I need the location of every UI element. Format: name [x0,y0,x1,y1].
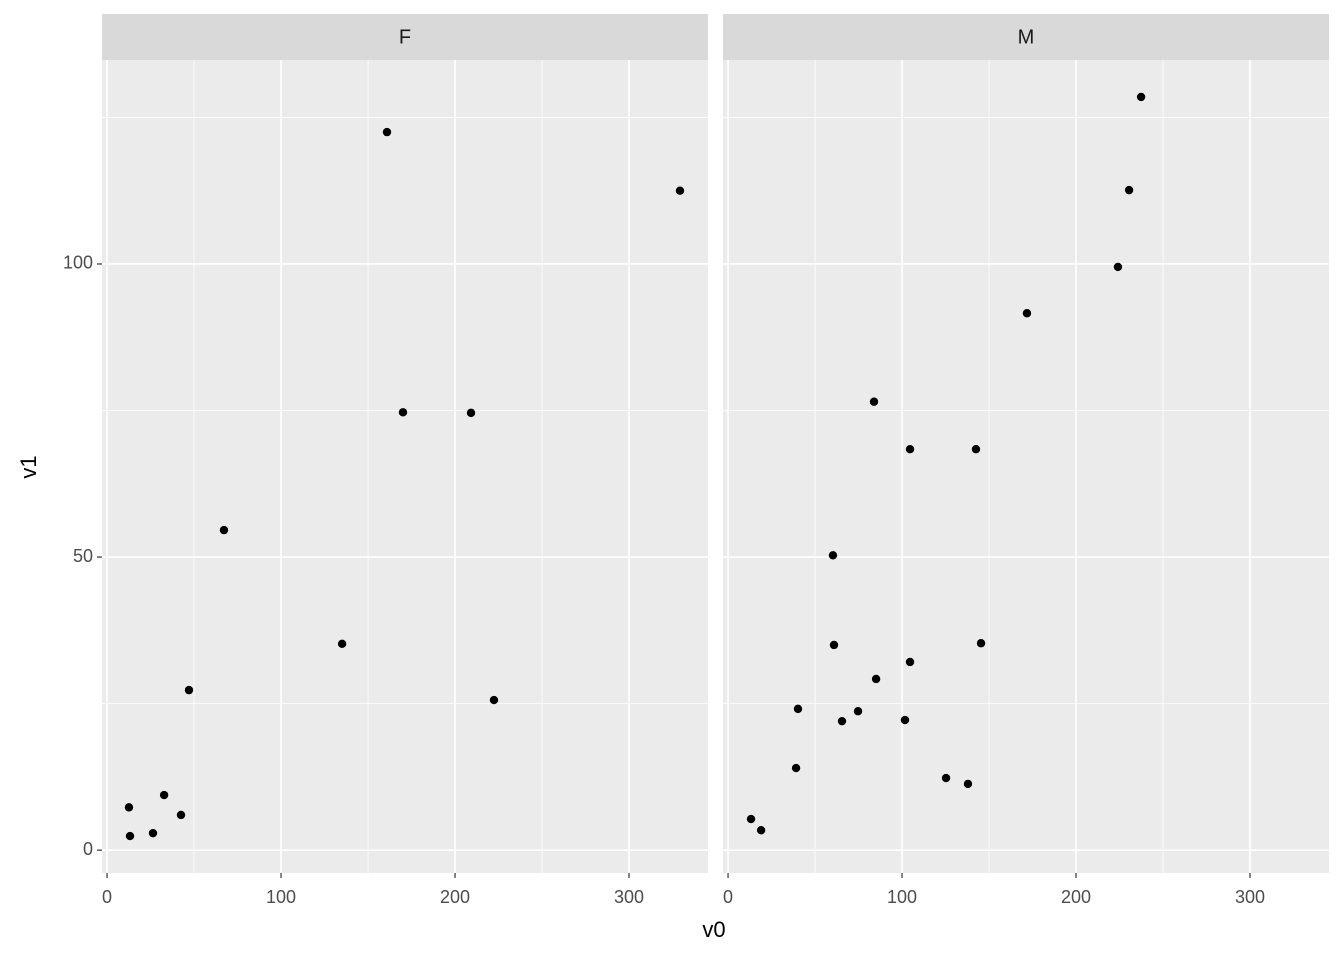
y-tick-label: 50 [73,546,93,566]
strip [723,14,1329,60]
point [829,640,839,650]
point [489,695,499,705]
point [963,779,973,789]
y-axis-title: v1 [16,455,41,478]
point [941,773,951,783]
point [871,674,881,684]
x-tick-label: 0 [102,887,112,907]
point [853,707,863,716]
strip [102,14,708,60]
point [148,828,158,838]
point [905,445,915,454]
point [382,127,392,137]
point [466,408,476,418]
x-tick-label: 100 [266,887,296,907]
x-tick-label: 0 [723,887,733,907]
x-tick-label: 100 [887,887,917,907]
x-tick-label: 300 [1235,887,1265,907]
point [1136,92,1146,102]
point [124,803,134,812]
point [905,657,915,667]
point [1113,262,1123,272]
point [869,397,879,406]
point [1124,185,1134,195]
point [791,763,801,773]
point [793,704,803,714]
point [971,445,981,454]
point [746,814,756,824]
y-tick-label: 100 [63,253,93,273]
point [125,831,135,841]
panel [102,60,708,873]
strip-title: F [399,26,411,48]
x-tick-label: 200 [440,887,470,907]
x-axis-title: v0 [702,917,725,942]
point [176,810,186,820]
point [837,716,847,726]
point [1022,309,1032,318]
point [756,826,766,835]
point [337,639,347,649]
point [184,685,194,695]
point [675,186,685,195]
point [398,408,408,417]
point [828,551,838,560]
strip-title: M [1018,26,1035,48]
panel [723,60,1329,873]
x-tick-label: 300 [614,887,644,907]
y-tick-label: 0 [83,839,93,859]
x-tick-label: 200 [1061,887,1091,907]
point [219,525,229,535]
point [900,715,910,725]
point [159,790,169,800]
point [976,639,986,648]
